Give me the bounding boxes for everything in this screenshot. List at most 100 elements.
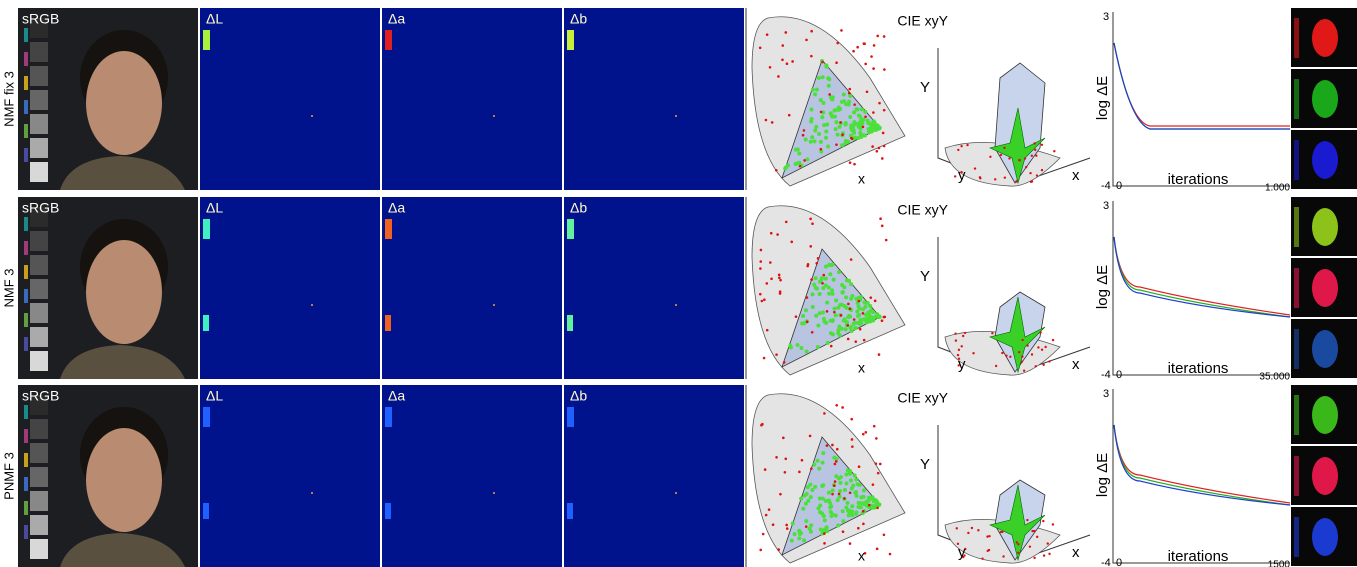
row-label: PNMF 3 (1, 452, 16, 500)
heatmap-bar (385, 30, 392, 50)
green-point (853, 321, 857, 325)
red-point (859, 328, 862, 331)
y-max: 3 (1103, 11, 1109, 23)
green-point (804, 308, 808, 312)
red-point (977, 529, 979, 531)
green-point (858, 322, 862, 326)
red-point (881, 319, 884, 322)
red-point (811, 222, 814, 225)
x-max: 35.000 (1259, 372, 1290, 383)
red-point (786, 62, 789, 65)
green-point (801, 314, 805, 318)
green-point (817, 132, 821, 136)
green-point (799, 497, 803, 501)
green-point (867, 312, 871, 316)
panel-label: Δa (388, 388, 405, 404)
green-point (805, 350, 809, 354)
green-point (808, 483, 812, 487)
red-point (802, 134, 805, 137)
heatmap (200, 8, 380, 190)
red-point (778, 274, 781, 277)
green-point (797, 529, 801, 533)
green-point (799, 346, 803, 350)
red-point (961, 345, 963, 347)
red-point (955, 339, 957, 341)
red-point (772, 523, 775, 526)
red-point (848, 88, 851, 91)
green-point (821, 483, 825, 487)
green-point (825, 65, 829, 69)
heatmap (382, 197, 562, 379)
red-point (781, 44, 784, 47)
red-point (821, 282, 824, 285)
y-max: 3 (1103, 200, 1109, 212)
cie-title: CIE xyY (897, 202, 948, 218)
green-point (847, 100, 851, 104)
green-point (860, 120, 864, 124)
red-point (759, 260, 762, 263)
panel-label: Δb (570, 200, 587, 216)
checker-patch (30, 138, 48, 158)
green-point (836, 133, 840, 137)
red-point (1026, 344, 1028, 346)
red-point (842, 530, 845, 533)
red-point (833, 311, 836, 314)
red-point (1002, 555, 1004, 557)
red-point (835, 460, 838, 463)
heatmap-dot (493, 304, 495, 306)
green-point (818, 292, 822, 296)
red-point (1029, 545, 1031, 547)
figure: NMF fix 3sRGBΔLΔaΔbCIE xyYxYyx3-40iterat… (0, 0, 1357, 567)
green-point (863, 110, 867, 114)
panel-label: ΔL (206, 11, 223, 27)
green-point (836, 524, 840, 528)
green-point (855, 494, 859, 498)
red-point (1000, 154, 1002, 156)
green-point (813, 128, 817, 132)
red-point (862, 523, 865, 526)
checker-patch (30, 303, 48, 323)
red-point (851, 445, 854, 448)
green-point (836, 498, 840, 502)
heatmap-bar (203, 219, 210, 239)
red-point (847, 303, 850, 306)
checker-strip (24, 124, 28, 138)
red-point (785, 221, 788, 224)
green-point (821, 461, 825, 465)
green-point (810, 117, 814, 121)
red-point (1042, 520, 1044, 522)
green-point (826, 341, 830, 345)
red-point (881, 225, 884, 228)
checker-strip (24, 453, 28, 467)
thumbnail-face (1312, 19, 1338, 57)
green-point (812, 283, 816, 287)
thumbnail-face (1312, 396, 1338, 434)
red-point (853, 163, 856, 166)
checker-strip (24, 241, 28, 255)
red-point (798, 471, 801, 474)
panel-label: ΔL (206, 200, 223, 216)
red-point (759, 293, 762, 296)
red-point (1005, 355, 1007, 357)
red-point (873, 44, 876, 47)
heatmap-dot (675, 304, 677, 306)
green-point (822, 101, 826, 105)
green-point (824, 499, 828, 503)
green-point (841, 519, 845, 523)
green-point (824, 136, 828, 140)
axis-label: x (1072, 544, 1080, 561)
green-point (844, 295, 848, 299)
red-point (810, 278, 813, 281)
green-point (848, 115, 852, 119)
checker-strip (24, 313, 28, 327)
red-point (881, 157, 884, 160)
red-point (883, 533, 886, 536)
red-point (784, 458, 787, 461)
red-point (850, 137, 853, 140)
red-point (809, 435, 812, 438)
red-point (1021, 355, 1023, 357)
x-min: 0 (1116, 180, 1122, 192)
red-point (962, 335, 964, 337)
red-point (1018, 351, 1020, 353)
green-point (824, 321, 828, 325)
